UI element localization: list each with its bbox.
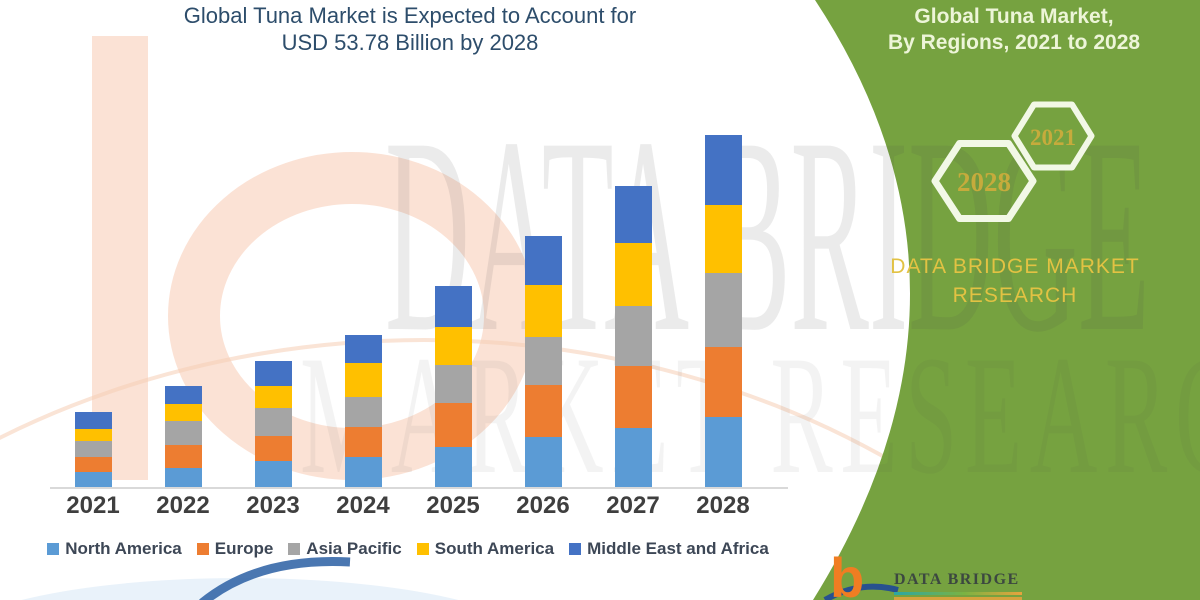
legend-label: South America [434,539,555,558]
x-axis-label-2026: 2026 [516,492,570,519]
bar-2023 [254,361,292,487]
bar-2026 [524,236,562,487]
brand-text-line1: DATA BRIDGE MARKET [890,255,1140,278]
bar-segment-south-america [164,404,202,422]
bar-segment-asia-pacific [74,441,112,458]
bar-segment-europe [704,346,742,417]
x-axis-label-2022: 2022 [156,492,210,519]
logo-subline [894,597,1022,600]
bar-segment-north-america [434,446,472,487]
bar-segment-europe [254,436,292,461]
x-axis-line [50,487,788,489]
hexagon-2021-label: 2021 [1030,125,1076,150]
hexagon-2021: 2021 [1011,101,1095,171]
bar-segment-north-america [524,436,562,487]
legend-label: North America [65,539,182,558]
bar-2021 [74,412,112,487]
legend-item-middle-east-and-africa: Middle East and Africa [569,539,769,559]
bar-segment-middle-east-and-africa [344,335,382,364]
panel-heading-line2: By Regions, 2021 to 2028 [887,31,1141,54]
legend-item-north-america: North America [47,539,182,559]
hexagon-badges: 2028 2021 [931,101,1095,222]
logo-b-icon: b [830,546,865,600]
x-axis-label-2027: 2027 [606,492,660,519]
chart-legend: North America Europe Asia Pacific South Ame… [28,539,788,559]
x-axis-label-2024: 2024 [336,492,390,519]
bar-segment-north-america [164,468,202,487]
legend-item-europe: Europe [196,539,274,559]
bar-2028 [704,135,742,487]
hexagon-2028-label: 2028 [957,167,1011,197]
bar-segment-europe [164,445,202,468]
legend-label: Asia Pacific [306,539,402,558]
bar-segment-middle-east-and-africa [434,286,472,327]
legend-marker-icon [416,543,429,555]
panel-heading: Global Tuna Market, By Regions, 2021 to … [828,4,1200,56]
bar-segment-middle-east-and-africa [74,412,112,430]
bar-2024 [344,335,382,487]
bar-segment-north-america [344,457,382,487]
bar-segment-south-america [614,243,652,307]
bar-segment-europe [344,427,382,457]
legend-marker-icon [569,543,582,555]
bar-segment-north-america [254,461,292,487]
x-axis-label-2025: 2025 [426,492,480,519]
bar-segment-north-america [614,428,652,487]
bar-segment-south-america [254,386,292,408]
x-axis-labels: 2021 2022 2023 2024 2025 2026 2027 2028 [48,492,768,522]
bar-2022 [164,386,202,487]
brand-text: DATA BRIDGE MARKET RESEARCH [830,252,1200,310]
bar-segment-asia-pacific [344,397,382,428]
legend-marker-icon [47,543,60,555]
bar-segment-north-america [704,416,742,487]
bar-segment-middle-east-and-africa [524,236,562,286]
page-title-line2: USD 53.78 Billion by 2028 [281,30,539,55]
bar-segment-asia-pacific [614,306,652,367]
bar-segment-europe [74,457,112,472]
brand-text-line2: RESEARCH [952,284,1078,307]
legend-label: Europe [214,539,274,558]
bar-segment-asia-pacific [704,272,742,347]
legend-marker-icon [196,543,209,555]
bar-segment-south-america [524,285,562,338]
bar-segment-south-america [74,429,112,442]
legend-label: Middle East and Africa [587,539,769,558]
bar-segment-south-america [704,204,742,273]
legend-item-asia-pacific: Asia Pacific [288,539,402,559]
x-axis-label-2023: 2023 [246,492,300,519]
legend-item-south-america: South America [416,539,555,559]
bar-segment-south-america [344,363,382,398]
bar-segment-middle-east-and-africa [614,186,652,243]
bar-segment-europe [434,403,472,447]
bar-segment-asia-pacific [164,421,202,446]
x-axis-label-2028: 2028 [696,492,750,519]
hexagon-2028: 2028 [931,140,1037,222]
bar-2025 [434,286,472,487]
bar-segment-middle-east-and-africa [704,135,742,205]
bar-segment-asia-pacific [524,337,562,386]
logo-swoosh-icon [823,583,899,600]
x-axis-label-2021: 2021 [66,492,120,519]
stacked-bar-plot [48,135,768,487]
bar-segment-north-america [74,472,112,487]
bar-segment-middle-east-and-africa [254,361,292,387]
watermark-swoosh-icon [199,557,351,600]
bar-2027 [614,186,652,487]
bar-segment-asia-pacific [434,364,472,403]
legend-marker-icon [288,543,301,555]
bar-segment-europe [614,366,652,428]
panel-heading-line1: Global Tuna Market, [914,5,1114,28]
logo-name: DATA BRIDGE [894,571,1020,588]
bar-segment-south-america [434,326,472,365]
bar-segment-middle-east-and-africa [164,386,202,404]
bar-segment-asia-pacific [254,408,292,436]
bar-segment-europe [524,385,562,437]
page-title-line1: Global Tuna Market is Expected to Accoun… [183,3,637,28]
page-title: Global Tuna Market is Expected to Accoun… [60,2,760,56]
logo-underline [894,592,1022,595]
